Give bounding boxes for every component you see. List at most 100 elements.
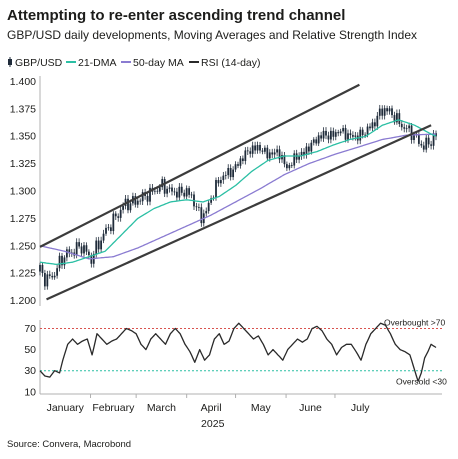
candle-body (87, 251, 90, 256)
month-tick-label: March (147, 402, 176, 414)
candle-body (190, 194, 193, 196)
candle-body (219, 180, 222, 184)
candle-body (354, 135, 357, 137)
candle-body (259, 144, 261, 151)
candle-body (351, 135, 354, 137)
candle-body (366, 126, 369, 135)
candle-body (364, 134, 367, 136)
candle-body (408, 125, 411, 129)
candle-body (361, 129, 364, 136)
candle-body (278, 149, 281, 160)
candle-body (244, 150, 247, 162)
upper-trend-line (39, 83, 360, 248)
candle-body (359, 129, 362, 141)
candle-body (373, 122, 376, 127)
candle-body (173, 191, 176, 193)
candle-body (395, 113, 398, 123)
candle-body (207, 202, 210, 212)
candle-body (303, 151, 305, 155)
rsi-tick-label: 30 (24, 365, 36, 377)
candle-body (388, 108, 391, 112)
candle-body (322, 130, 325, 139)
legend-label-50dma: 50-day MA (133, 57, 184, 69)
rsi-tick-label: 50 (24, 344, 36, 356)
candle-body (420, 143, 423, 146)
candle-body (205, 211, 208, 214)
candle-body (229, 167, 232, 178)
legend-item-50dma: 50-day MA (121, 57, 184, 69)
candle-body (153, 190, 156, 192)
candle-body (171, 187, 173, 192)
month-tick-label: January (47, 402, 85, 414)
x-axis: January February March April May June July 2025 (40, 393, 442, 430)
candle-body (117, 216, 120, 218)
legend-label-21dma: 21-DMA (78, 57, 117, 69)
candle-body (195, 206, 198, 208)
candle-body (430, 144, 433, 146)
candle-body (97, 240, 100, 250)
candle-body (210, 198, 213, 203)
candle-body (285, 164, 288, 169)
candle-body (241, 158, 244, 162)
candle-body (398, 113, 401, 124)
candle-body (405, 128, 408, 130)
price-tick-label: 1.225 (10, 268, 36, 280)
price-tick-label: 1.325 (10, 158, 36, 170)
candle-body (63, 257, 66, 266)
legend: GBP/USD 21-DMA 50-day MA RSI (14-day) (8, 57, 261, 69)
candle-body (127, 198, 129, 211)
legend-label-gbpusd: GBP/USD (15, 57, 63, 69)
candle-body (290, 165, 293, 166)
price-tick-label: 1.200 (10, 295, 36, 307)
candle-body (276, 149, 279, 153)
candle-body (332, 130, 335, 137)
candle-body (227, 167, 230, 176)
candle-body (239, 158, 242, 166)
candle-body (102, 233, 105, 241)
candlestick-icon (8, 57, 12, 67)
candle-body (51, 275, 54, 278)
candle-body (268, 152, 271, 159)
candle-body (383, 108, 386, 116)
candle-body (234, 164, 237, 170)
candle-body (342, 128, 345, 132)
candle-body (288, 165, 291, 169)
candle-body (136, 200, 139, 205)
candle-body (58, 255, 61, 269)
candle-body (43, 273, 46, 287)
candle-body (347, 133, 349, 140)
candle-body (197, 207, 200, 209)
candle-body (410, 125, 413, 141)
candle-body (168, 187, 171, 189)
candle-body (183, 192, 186, 197)
rsi-line (39, 322, 437, 382)
candle-body (261, 150, 264, 152)
candle-body (369, 126, 371, 129)
month-tick-label: July (351, 402, 370, 414)
candle-body (46, 274, 49, 287)
price-tick-label: 1.275 (10, 213, 36, 225)
candle-body (161, 179, 164, 188)
candle-body (327, 135, 330, 140)
candle-body (48, 274, 51, 276)
candle-body (325, 130, 327, 136)
candle-body (273, 152, 276, 155)
candle-body (141, 192, 144, 202)
candle-body (391, 108, 393, 116)
candle-body (427, 137, 430, 145)
candle-body (400, 123, 403, 128)
candle-body (371, 122, 374, 129)
month-tick-label: June (299, 402, 322, 414)
candle-body (100, 240, 103, 250)
candle-body (185, 188, 188, 197)
candle-body (425, 137, 428, 150)
candle-body (107, 227, 110, 229)
candle-body (266, 147, 269, 159)
candle-body (344, 128, 347, 140)
candle-body (224, 175, 227, 176)
candle-body (53, 275, 56, 278)
21-dma-line (39, 119, 437, 266)
candle-body (317, 135, 320, 144)
candle-body (237, 164, 239, 166)
